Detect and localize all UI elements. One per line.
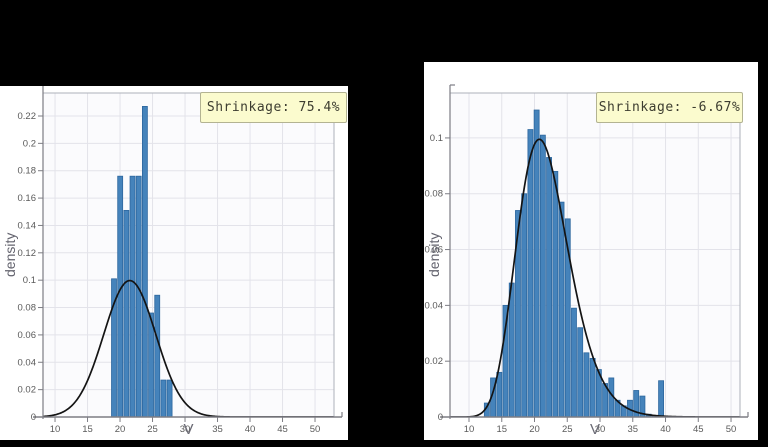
svg-text:0.06: 0.06 bbox=[425, 245, 444, 256]
svg-text:0.2: 0.2 bbox=[23, 138, 36, 149]
svg-text:0.08: 0.08 bbox=[18, 303, 37, 314]
svg-text:15: 15 bbox=[82, 424, 93, 435]
svg-text:0.1: 0.1 bbox=[430, 133, 443, 144]
svg-text:35: 35 bbox=[627, 424, 638, 435]
figure-right: 0 0.02 0.04 0.06 0.08 0.1 10 15 20 25 30 35 40 45 50 d… bbox=[424, 62, 758, 440]
svg-text:40: 40 bbox=[660, 424, 671, 435]
svg-text:10: 10 bbox=[50, 424, 61, 435]
svg-text:0.12: 0.12 bbox=[18, 248, 37, 259]
svg-text:0.02: 0.02 bbox=[18, 385, 37, 396]
svg-text:25: 25 bbox=[562, 424, 573, 435]
shrinkage-annotation-right: Shrinkage: -6.67% bbox=[596, 92, 743, 123]
svg-text:0.08: 0.08 bbox=[425, 189, 444, 200]
svg-text:25: 25 bbox=[147, 424, 158, 435]
histogram-left: 0 0.02 0.04 0.06 0.08 0.1 0.12 0.14 0.16 0.18 0.2 0… bbox=[18, 86, 343, 435]
svg-text:0.04: 0.04 bbox=[18, 357, 37, 368]
svg-text:20: 20 bbox=[529, 424, 540, 435]
svg-text:0.04: 0.04 bbox=[425, 300, 444, 311]
xlabel-right: V bbox=[589, 421, 600, 438]
svg-text:15: 15 bbox=[496, 424, 507, 435]
xlabel-left: V bbox=[183, 421, 194, 438]
svg-text:50: 50 bbox=[726, 424, 737, 435]
svg-text:0.18: 0.18 bbox=[18, 166, 37, 177]
svg-text:0.06: 0.06 bbox=[18, 330, 37, 341]
svg-text:45: 45 bbox=[277, 424, 288, 435]
svg-text:50: 50 bbox=[310, 424, 321, 435]
svg-text:0: 0 bbox=[438, 412, 443, 423]
svg-text:0: 0 bbox=[31, 412, 36, 423]
ylabel-left: density bbox=[2, 232, 18, 278]
svg-text:40: 40 bbox=[245, 424, 256, 435]
svg-text:0.1: 0.1 bbox=[23, 275, 36, 286]
figure-left: 0 0.02 0.04 0.06 0.08 0.1 0.12 0.14 0.16 0.18 0.2 0… bbox=[0, 86, 348, 440]
svg-text:30: 30 bbox=[595, 424, 606, 435]
svg-text:0.22: 0.22 bbox=[18, 111, 37, 122]
shrinkage-annotation-left: Shrinkage: 75.4% bbox=[200, 92, 347, 123]
histogram-right: 0 0.02 0.04 0.06 0.08 0.1 10 15 20 25 30 35 40 45 50 bbox=[425, 84, 749, 435]
svg-text:10: 10 bbox=[464, 424, 475, 435]
svg-text:20: 20 bbox=[115, 424, 126, 435]
svg-text:0.14: 0.14 bbox=[18, 220, 37, 231]
svg-text:45: 45 bbox=[693, 424, 704, 435]
svg-text:0.16: 0.16 bbox=[18, 193, 37, 204]
svg-text:30: 30 bbox=[180, 424, 191, 435]
svg-text:0.02: 0.02 bbox=[425, 356, 444, 367]
svg-text:35: 35 bbox=[212, 424, 223, 435]
ylabel-right: density bbox=[426, 232, 442, 278]
